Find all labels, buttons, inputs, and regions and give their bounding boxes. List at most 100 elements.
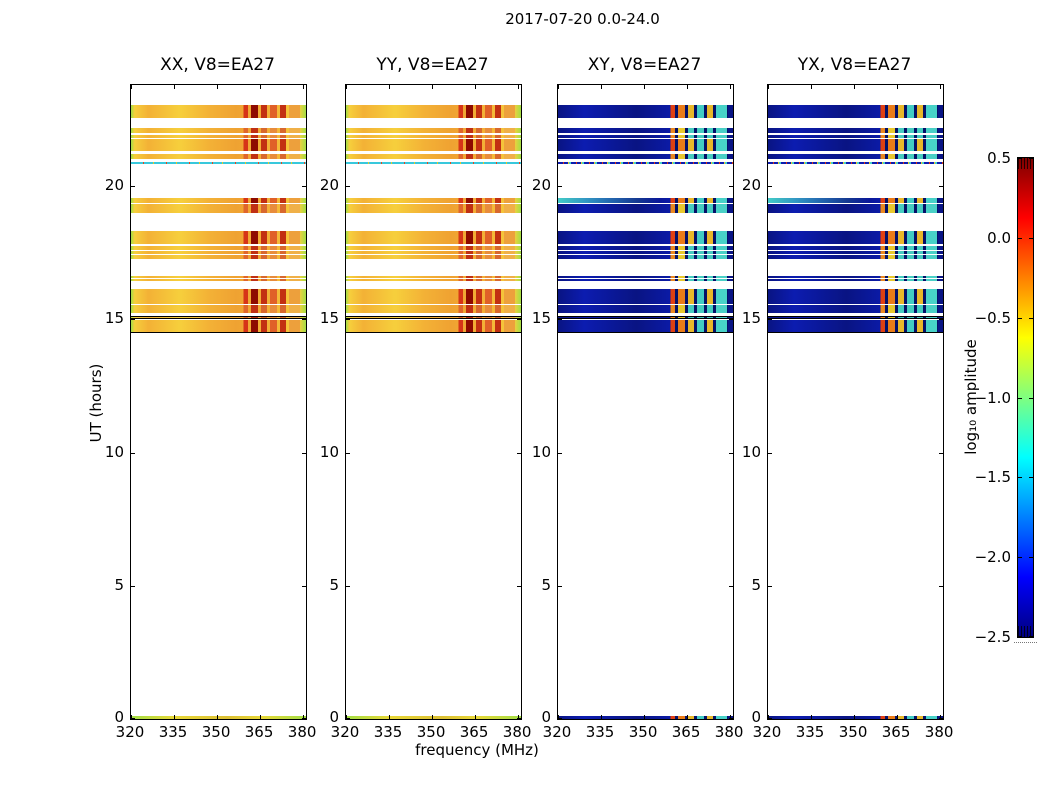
x-tick: [897, 715, 899, 719]
y-tick-label: 20: [741, 176, 761, 194]
x-tick: [730, 85, 732, 89]
x-tick: [687, 715, 689, 719]
y-tick: [131, 452, 135, 454]
spectrogram-band-yy: [346, 138, 521, 151]
y-tick: [302, 186, 306, 187]
x-tick: [644, 715, 646, 719]
spectrogram-band-xx: [131, 250, 306, 254]
y-tick-label: 5: [114, 575, 124, 594]
spectrogram-band-yx: [768, 198, 943, 204]
colorbar-hatch-bottom: [1018, 626, 1033, 637]
x-tick-label: 365: [244, 723, 274, 741]
y-tick: [346, 452, 350, 454]
x-tick: [432, 85, 434, 89]
spectrogram-band-xx: [131, 161, 306, 164]
spectrogram-band-yy: [346, 254, 521, 260]
spectrogram-band-xx: [131, 275, 306, 278]
y-tick: [729, 319, 733, 321]
colorbar-tick: [1018, 636, 1022, 637]
spectrogram-band-xy: [558, 288, 733, 305]
spectrogram-band-yy: [346, 304, 521, 313]
colorbar-hatch-top: [1018, 158, 1033, 169]
x-tick: [558, 715, 559, 719]
spectrogram-band-xx: [131, 138, 306, 151]
spectrogram-band-xx: [131, 316, 306, 319]
spectrogram-band-yy: [346, 716, 521, 719]
y-tick-label: 15: [104, 309, 124, 328]
x-tick: [174, 715, 176, 719]
x-tick: [346, 85, 347, 89]
colorbar-tick: [1029, 477, 1033, 479]
plot-area-xy: [557, 84, 734, 720]
x-tick-label: 335: [158, 723, 188, 741]
x-tick: [897, 85, 899, 89]
y-tick: [729, 186, 733, 187]
x-axis-label: frequency (MHz): [415, 741, 539, 759]
x-tick: [518, 85, 520, 89]
spectrogram-band-xy: [558, 104, 733, 118]
x-tick: [346, 715, 347, 719]
y-tick: [558, 585, 562, 587]
x-tick-label: 380: [924, 723, 954, 741]
x-tick-label: 335: [373, 723, 403, 741]
y-tick: [939, 452, 943, 454]
plot-area-yy: [345, 84, 522, 720]
x-tick-label: 350: [416, 723, 446, 741]
spectrogram-band-xx: [131, 203, 306, 213]
y-tick: [768, 186, 772, 187]
y-tick: [302, 585, 306, 587]
spectrogram-band-yy: [346, 104, 521, 118]
spectrogram-band-xx: [131, 254, 306, 260]
y-tick-label: 15: [531, 309, 551, 328]
y-tick-label: 20: [319, 176, 339, 194]
y-tick-label: 10: [104, 442, 124, 461]
y-tick: [558, 186, 562, 187]
y-tick-label: 0: [751, 708, 761, 726]
y-tick: [346, 718, 350, 719]
spectrogram-band-xy: [558, 138, 733, 151]
x-tick: [131, 85, 132, 89]
x-tick-label: 335: [795, 723, 825, 741]
panel-title-yy: YY, V8=EA27: [376, 55, 489, 75]
colorbar-tick: [1018, 557, 1022, 559]
spectrogram-band-xy: [558, 716, 733, 719]
x-tick-label: 350: [628, 723, 658, 741]
y-tick: [768, 718, 772, 719]
spectrogram-band-xy: [558, 134, 733, 138]
spectrogram-band-yy: [346, 134, 521, 138]
y-tick: [729, 585, 733, 587]
y-tick: [346, 319, 350, 321]
spectrogram-band-xx: [131, 288, 306, 305]
x-tick-label: 380: [714, 723, 744, 741]
x-tick-label: 320: [115, 723, 145, 741]
spectrogram-band-yx: [768, 316, 943, 319]
spectrogram-band-yx: [768, 231, 943, 244]
x-tick-label: 320: [330, 723, 360, 741]
y-tick-label: 20: [104, 176, 124, 194]
x-tick-label: 320: [752, 723, 782, 741]
x-tick-label: 380: [502, 723, 532, 741]
x-tick: [811, 85, 813, 89]
x-tick: [518, 715, 520, 719]
colorbar-tick-label: −1.0: [974, 388, 1011, 407]
y-tick: [346, 186, 350, 187]
spectrogram-band-yx: [768, 138, 943, 151]
x-tick: [260, 715, 262, 719]
spectrogram-band-yy: [346, 316, 521, 319]
spectrogram-band-xy: [558, 203, 733, 213]
spectrogram-band-yy: [346, 320, 521, 333]
colorbar-tick: [1018, 397, 1022, 399]
y-tick: [768, 585, 772, 587]
spectrogram-band-yy: [346, 279, 521, 281]
spectrogram-band-yy: [346, 154, 521, 159]
x-tick: [854, 85, 856, 89]
spectrogram-band-yy: [346, 288, 521, 305]
spectrogram-band-xx: [131, 246, 306, 250]
colorbar-tick-label: 0.0: [987, 228, 1011, 247]
spectrogram-band-xy: [558, 154, 733, 159]
y-tick: [346, 585, 350, 587]
spectrogram-band-yx: [768, 288, 943, 305]
y-tick: [517, 319, 521, 321]
x-tick-label: 365: [459, 723, 489, 741]
x-tick: [131, 715, 132, 719]
